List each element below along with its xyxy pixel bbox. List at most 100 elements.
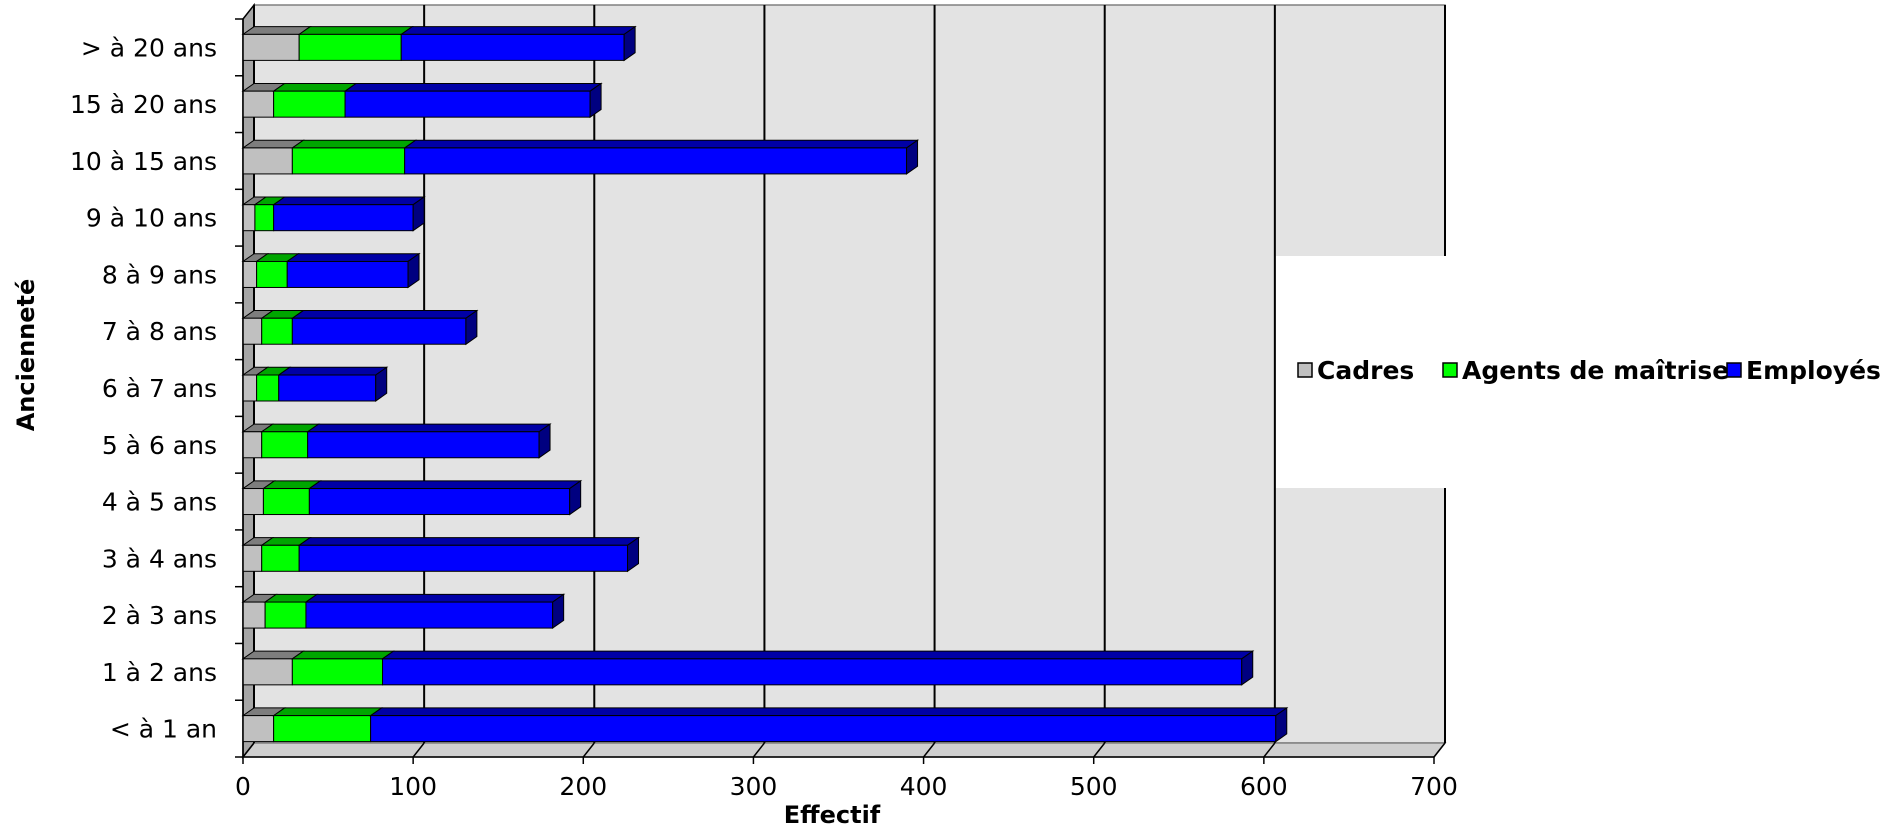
y-tick-label-10: 10 à 15 ans xyxy=(70,147,217,176)
bar-2-1 xyxy=(382,658,1243,686)
bar-group-12 xyxy=(241,25,637,62)
bar-side-2-5 xyxy=(538,423,551,459)
bar-group-1 xyxy=(241,650,1255,686)
bar-side-2-4 xyxy=(569,479,582,516)
x-tick-label-4: 400 xyxy=(900,772,948,801)
bar-top-2-10 xyxy=(403,139,920,149)
legend-swatch-1 xyxy=(1442,362,1458,378)
y-tick-label-5: 5 à 6 ans xyxy=(102,431,217,460)
bar-top-1-0 xyxy=(272,707,384,717)
y-tick-label-11: 15 à 20 ans xyxy=(70,90,217,119)
bar-top-1-10 xyxy=(290,139,418,149)
legend: Cadres Agents de maîtrise Employés xyxy=(1297,356,1881,385)
bar-1-8 xyxy=(256,260,288,288)
bar-top-1-12 xyxy=(297,26,414,35)
legend-swatch-2 xyxy=(1726,362,1742,378)
bar-group-9 xyxy=(241,196,426,232)
y-tick-label-2: 2 à 3 ans xyxy=(102,601,217,630)
bar-top-2-11 xyxy=(343,82,603,92)
x-tick-label-3: 300 xyxy=(730,772,778,801)
bar-top-2-8 xyxy=(285,253,421,262)
bar-0-10 xyxy=(242,147,293,175)
y-tick-label-6: 6 à 7 ans xyxy=(102,374,217,403)
y-tick-label-12: > à 20 ans xyxy=(81,33,217,62)
bar-top-2-12 xyxy=(399,26,637,35)
bar-top-2-7 xyxy=(290,310,479,319)
bar-group-10 xyxy=(241,139,920,175)
bar-side-2-11 xyxy=(589,82,602,119)
bar-0-12 xyxy=(242,33,300,61)
legend-box xyxy=(1276,256,1896,488)
bar-top-2-2 xyxy=(304,593,566,603)
floor-gridline-0 xyxy=(242,742,255,758)
x-tick-label-2: 200 xyxy=(559,772,607,801)
bar-side-2-0 xyxy=(1275,706,1288,743)
bar-top-2-1 xyxy=(380,650,1255,660)
bar-1-12 xyxy=(298,33,402,61)
bar-1-5 xyxy=(261,431,309,459)
bar-top-2-0 xyxy=(369,707,1289,717)
bar-2-11 xyxy=(344,90,591,118)
bar-0-6 xyxy=(242,374,258,402)
floor-gridline-1 xyxy=(412,742,425,758)
bar-side-2-12 xyxy=(623,25,636,62)
bar-1-7 xyxy=(261,317,293,345)
bar-group-6 xyxy=(241,366,389,402)
bar-2-5 xyxy=(307,431,540,459)
bar-2-0 xyxy=(370,715,1277,743)
floor-gridline-5 xyxy=(1093,742,1106,758)
bar-side-2-2 xyxy=(552,593,565,630)
bar-side-2-8 xyxy=(407,252,420,289)
bar-group-5 xyxy=(241,423,552,459)
legend-label-0: Cadres xyxy=(1317,356,1414,385)
bar-1-0 xyxy=(273,715,372,743)
bar-2-9 xyxy=(273,204,414,232)
bar-2-3 xyxy=(298,544,629,572)
bar-top-1-1 xyxy=(290,650,396,660)
bar-1-3 xyxy=(261,544,300,572)
y-tick-label-4: 4 à 5 ans xyxy=(102,488,217,517)
bar-side-2-6 xyxy=(375,366,388,402)
bar-side-2-9 xyxy=(412,196,425,232)
bar-side-2-3 xyxy=(627,536,640,573)
bar-2-7 xyxy=(291,317,467,345)
y-tick-label-9: 9 à 10 ans xyxy=(86,204,217,233)
bar-2-2 xyxy=(305,601,554,629)
bar-2-10 xyxy=(404,147,908,175)
x-tick-label-0: 0 xyxy=(235,772,251,801)
bar-0-9 xyxy=(242,204,256,232)
bar-1-9 xyxy=(254,204,275,232)
x-axis-title: Effectif xyxy=(784,801,881,825)
bar-0-1 xyxy=(242,658,293,686)
legend-label-1: Agents de maîtrise xyxy=(1462,356,1729,385)
x-tick-label-5: 500 xyxy=(1070,772,1118,801)
bar-top-2-4 xyxy=(307,480,583,490)
bar-0-0 xyxy=(242,715,275,743)
bar-0-2 xyxy=(242,601,266,629)
bar-0-4 xyxy=(242,488,264,516)
y-tick-label-7: 7 à 8 ans xyxy=(102,317,217,346)
y-tick-label-0: < à 1 an xyxy=(110,715,217,744)
bar-side-2-7 xyxy=(465,309,478,346)
y-tick-label-3: 3 à 4 ans xyxy=(102,544,217,573)
bar-1-1 xyxy=(291,658,384,686)
bar-1-10 xyxy=(291,147,406,175)
bar-1-11 xyxy=(273,90,346,118)
y-axis-title: Ancienneté xyxy=(12,279,40,432)
bar-0-7 xyxy=(242,317,263,345)
bar-side-2-1 xyxy=(1241,650,1254,686)
x-axis-ticks: 0 100 200 300 400 500 600 700 xyxy=(235,757,1458,801)
bar-top-1-11 xyxy=(272,82,358,92)
bar-group-2 xyxy=(241,593,566,630)
bar-1-2 xyxy=(264,601,307,629)
bar-top-2-6 xyxy=(277,366,389,376)
y-axis-ticks: < à 1 an 1 à 2 ans 2 à 3 ans 3 à 4 ans 4 à 5… xyxy=(70,18,243,758)
legend-label-2: Employés xyxy=(1746,356,1881,385)
bar-top-2-3 xyxy=(297,537,641,546)
bar-top-2-5 xyxy=(306,423,552,433)
bar-side-2-10 xyxy=(906,139,919,175)
x-tick-label-1: 100 xyxy=(389,772,437,801)
bar-0-3 xyxy=(242,544,263,572)
